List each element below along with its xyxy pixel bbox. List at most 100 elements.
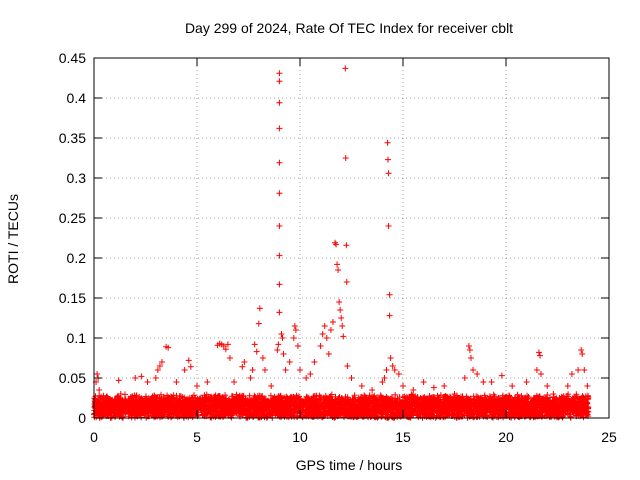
y-tick-label: 0.45 xyxy=(59,50,86,66)
roti-point xyxy=(325,351,332,357)
roti-point xyxy=(340,333,347,340)
roti-point xyxy=(385,223,392,229)
roti-point xyxy=(261,367,268,373)
y-tick-label: 0.15 xyxy=(59,290,86,306)
roti-point xyxy=(358,383,365,389)
roti-point xyxy=(158,359,165,365)
roti-point xyxy=(152,375,159,381)
roti-point xyxy=(384,156,391,163)
dense-roti-band xyxy=(91,391,592,421)
roti-point xyxy=(379,379,386,385)
data-layer xyxy=(91,65,592,421)
roti-point xyxy=(276,70,283,77)
y-tick-label: 0.35 xyxy=(59,130,86,146)
roti-point xyxy=(282,367,289,373)
roti-point xyxy=(386,291,393,298)
roti-point xyxy=(96,387,103,393)
roti-point xyxy=(480,379,487,385)
roti-point xyxy=(387,355,394,361)
roti-point xyxy=(334,261,341,268)
roti-point xyxy=(117,391,124,397)
roti-point xyxy=(231,379,238,385)
roti-point xyxy=(92,403,99,409)
plot-frame xyxy=(93,57,610,419)
roti-point xyxy=(303,375,310,381)
roti-point xyxy=(342,155,349,161)
roti-point xyxy=(470,367,477,373)
x-tick-label: 15 xyxy=(395,429,411,445)
roti-point xyxy=(276,125,283,132)
roti-point xyxy=(383,367,390,373)
roti-point xyxy=(544,383,551,389)
y-axis-label: ROTI / TECUs xyxy=(5,194,21,284)
roti-point xyxy=(156,363,163,369)
roti-point xyxy=(550,391,557,397)
grid-lines xyxy=(94,58,609,418)
roti-point xyxy=(386,312,393,319)
roti-point xyxy=(275,341,282,348)
roti-point xyxy=(138,373,145,380)
roti-point xyxy=(344,363,351,369)
roti-point xyxy=(279,335,286,341)
roti-point xyxy=(369,387,376,393)
roti-point xyxy=(420,379,427,385)
x-axis-label: GPS time / hours xyxy=(296,457,403,473)
roti-point xyxy=(336,299,343,305)
roti-point xyxy=(335,267,342,273)
roti-point xyxy=(578,347,585,353)
roti-point xyxy=(290,335,297,341)
roti-point xyxy=(329,319,336,325)
roti-point xyxy=(317,343,324,349)
roti-point xyxy=(276,281,283,288)
roti-point xyxy=(323,335,330,341)
roti-point xyxy=(276,190,283,197)
roti-point xyxy=(342,65,349,72)
y-tick-label: 0.4 xyxy=(67,90,87,106)
roti-point xyxy=(224,341,231,348)
roti-point xyxy=(204,379,211,385)
roti-point xyxy=(579,351,586,357)
roti-point xyxy=(274,347,281,353)
roti-point xyxy=(384,139,391,146)
roti-point xyxy=(348,375,355,381)
roti-point xyxy=(222,346,229,353)
roti-point xyxy=(276,78,283,85)
y-tick-label: 0.05 xyxy=(59,370,86,386)
roti-point xyxy=(286,359,293,365)
roti-point xyxy=(333,241,340,248)
roti-point xyxy=(256,305,263,312)
roti-point xyxy=(292,327,299,333)
roti-point xyxy=(259,355,266,361)
roti-point xyxy=(488,379,495,385)
x-tick-label: 25 xyxy=(601,429,617,445)
roti-point xyxy=(185,357,192,364)
roti-point xyxy=(249,367,256,373)
roti-point xyxy=(280,351,287,357)
roti-point xyxy=(381,375,388,381)
x-tick-label: 20 xyxy=(498,429,514,445)
roti-point xyxy=(385,170,392,177)
roti-point xyxy=(253,348,260,355)
roti-point xyxy=(278,331,285,337)
roti-point xyxy=(311,359,318,365)
roti-point xyxy=(343,279,350,285)
roti-point xyxy=(241,359,248,365)
roti-point xyxy=(575,367,582,373)
roti-point xyxy=(465,343,472,349)
roti-point xyxy=(410,387,417,393)
roti-point xyxy=(220,343,227,349)
roti-point xyxy=(255,320,262,327)
roti-point xyxy=(307,371,314,377)
roti-point xyxy=(115,377,122,384)
roti-point xyxy=(509,383,516,389)
roti-point xyxy=(294,343,301,349)
roti-point xyxy=(297,367,303,373)
roti-point xyxy=(319,331,326,337)
roti-point xyxy=(187,363,194,370)
y-tick-label: 0.1 xyxy=(67,330,87,346)
roti-point xyxy=(247,375,254,381)
roti-point xyxy=(173,379,180,385)
roti-point xyxy=(461,375,468,381)
roti-point xyxy=(533,367,540,373)
